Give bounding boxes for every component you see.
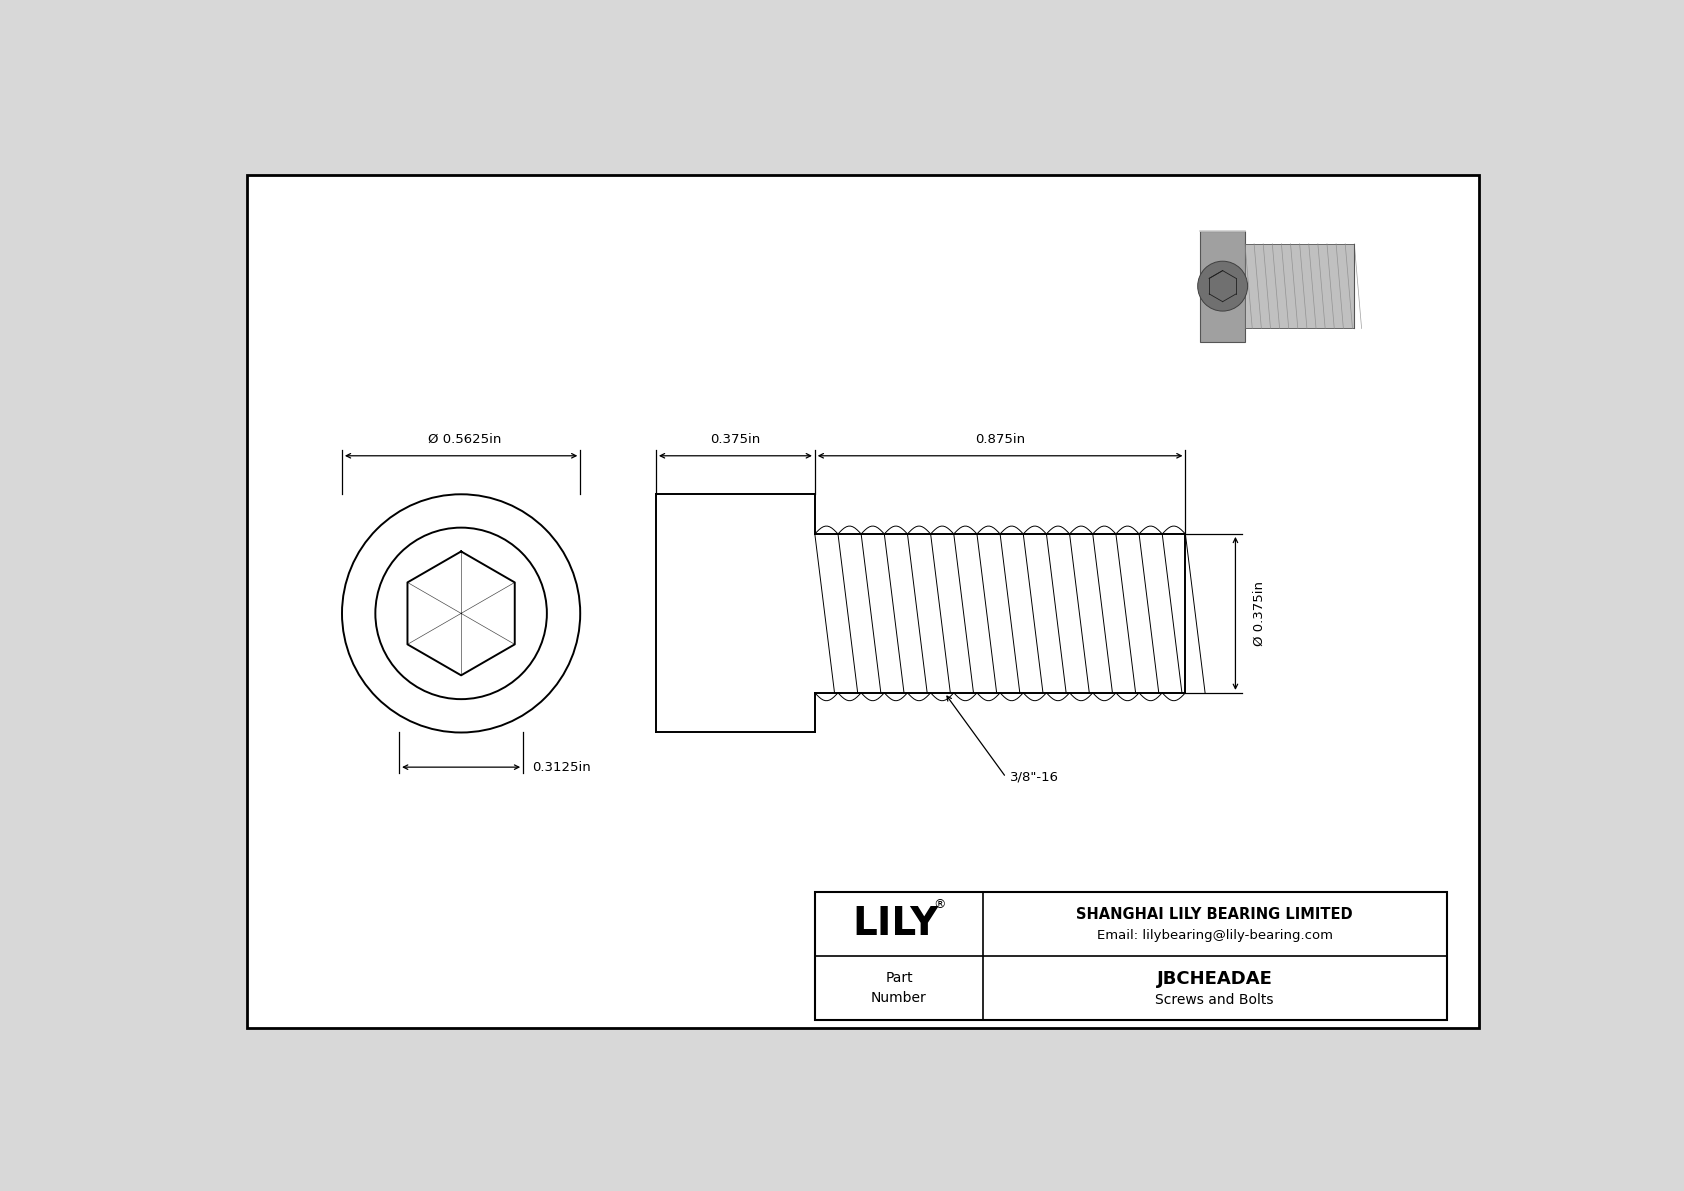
Text: Ø 0.375in: Ø 0.375in (1253, 581, 1265, 646)
Circle shape (1197, 261, 1248, 311)
Bar (1201, 231, 1244, 342)
Text: Part
Number: Part Number (871, 971, 926, 1005)
Text: 0.3125in: 0.3125in (532, 761, 591, 774)
Text: 3/8"-16: 3/8"-16 (1010, 771, 1059, 784)
Text: SHANGHAI LILY BEARING LIMITED: SHANGHAI LILY BEARING LIMITED (1076, 908, 1352, 922)
Text: 0.875in: 0.875in (975, 432, 1026, 445)
Text: Email: lilybearing@lily-bearing.com: Email: lilybearing@lily-bearing.com (1096, 929, 1332, 942)
Text: JBCHEADAE: JBCHEADAE (1157, 969, 1273, 987)
Text: 0.375in: 0.375in (711, 432, 761, 445)
Bar (815, 892, 1447, 1019)
Text: Screws and Bolts: Screws and Bolts (1155, 992, 1273, 1006)
Text: Ø 0.5625in: Ø 0.5625in (428, 432, 502, 445)
Text: ®: ® (933, 898, 945, 911)
Bar (1244, 244, 1354, 329)
Text: LILY: LILY (852, 905, 938, 943)
